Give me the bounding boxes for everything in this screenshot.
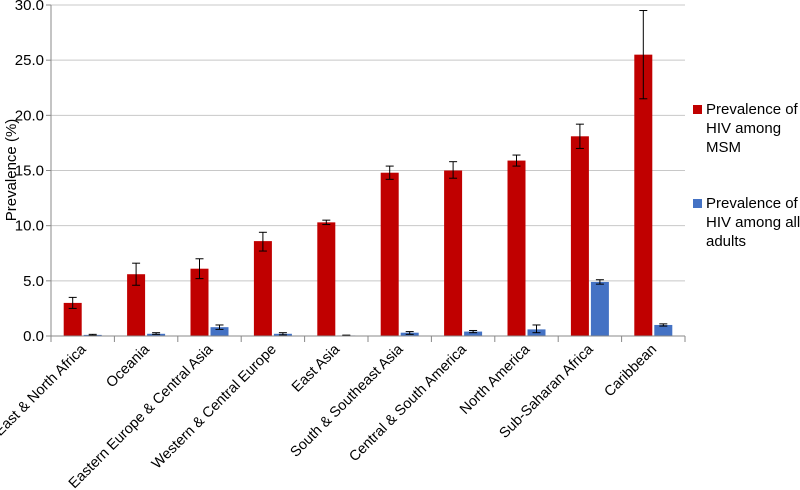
x-category-label: Central & South America bbox=[346, 341, 470, 465]
y-tick-label: 20.0 bbox=[15, 107, 44, 124]
legend-label-all-adults: HIV among all bbox=[706, 214, 800, 231]
legend-label-all-adults: Prevalence of bbox=[706, 195, 799, 212]
y-tick-label: 25.0 bbox=[15, 52, 44, 69]
legend-label-all-adults: adults bbox=[706, 233, 746, 250]
y-axis-title: Prevalence (%) bbox=[3, 119, 20, 222]
legend-label-msm: HIV among bbox=[706, 120, 781, 137]
legend-label-msm: Prevalence of bbox=[706, 101, 799, 118]
y-tick-label: 30.0 bbox=[15, 0, 44, 14]
bars-group bbox=[63, 54, 673, 337]
y-tick-label: 5.0 bbox=[23, 273, 44, 290]
legend: Prevalence of HIV among MSM Prevalence of HI… bbox=[693, 101, 800, 250]
error-bars-group bbox=[68, 10, 668, 337]
bar-msm bbox=[317, 222, 336, 336]
legend-swatch-msm bbox=[693, 105, 702, 114]
x-category-label: Western & Central Europe bbox=[149, 342, 280, 473]
x-category-label: Mid East & North Africa bbox=[0, 341, 90, 459]
y-tick-label: 0.0 bbox=[23, 328, 44, 345]
bar-all-adults bbox=[654, 324, 673, 336]
bar-msm bbox=[63, 302, 82, 336]
y-tick-labels: 0.0 5.0 10.0 15.0 20.0 25.0 30.0 bbox=[15, 0, 44, 345]
bar-msm bbox=[253, 241, 272, 336]
axes-group bbox=[46, 4, 686, 342]
bar-msm bbox=[190, 268, 209, 336]
x-category-label: East Asia bbox=[289, 341, 344, 396]
bar-msm bbox=[634, 54, 653, 337]
x-category-label: Caribbean bbox=[601, 342, 660, 401]
y-tick-label: 10.0 bbox=[15, 218, 44, 235]
x-category-label: Oceania bbox=[103, 341, 153, 391]
y-tick-label: 15.0 bbox=[15, 163, 44, 180]
bar-all-adults bbox=[210, 327, 229, 336]
bar-all-adults bbox=[590, 281, 609, 336]
bar-msm bbox=[444, 170, 463, 336]
bar-msm bbox=[507, 160, 526, 336]
bar-msm bbox=[570, 136, 589, 336]
legend-label-msm: MSM bbox=[706, 139, 741, 156]
bar-msm bbox=[127, 274, 146, 336]
bar-all-adults bbox=[147, 333, 166, 336]
x-category-label: South & Southeast Asia bbox=[287, 341, 407, 461]
bar-all-adults bbox=[464, 331, 483, 336]
legend-swatch-all-adults bbox=[693, 199, 702, 208]
gridlines bbox=[51, 4, 685, 282]
bar-msm bbox=[380, 172, 399, 336]
